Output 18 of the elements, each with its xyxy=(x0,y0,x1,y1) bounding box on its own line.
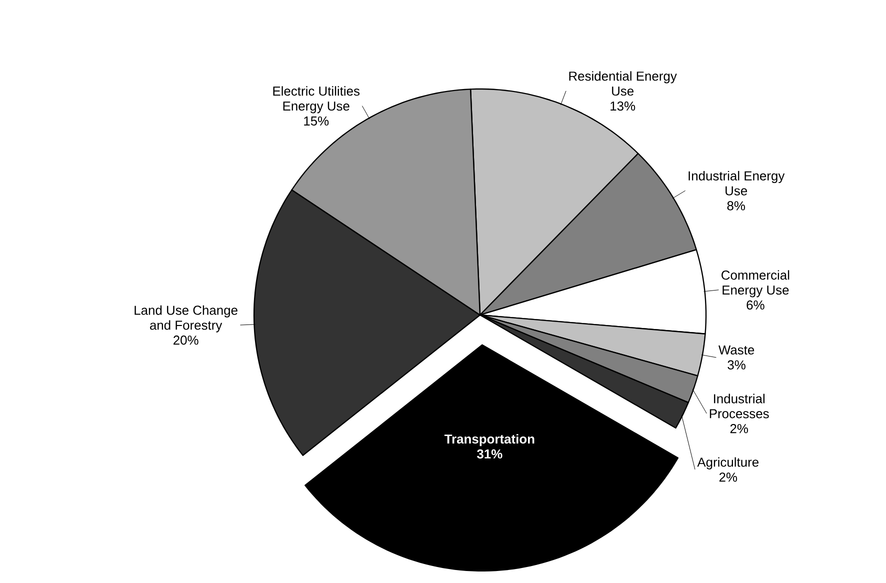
slice-label: Transportation xyxy=(444,434,534,446)
slice-label: Industrial Processes xyxy=(710,394,769,418)
slice-label: Industrial Energy Use xyxy=(688,170,785,196)
data-label: 13% xyxy=(610,101,636,111)
data-label: 8% xyxy=(727,201,745,210)
slice-label: Land Use Change and Forestry xyxy=(134,305,238,332)
data-label: 6% xyxy=(746,300,764,310)
slice-label: Commercial Energy Use xyxy=(722,270,790,298)
data-label: 2% xyxy=(730,424,748,434)
slice-label: Residential Energy Use xyxy=(569,71,677,96)
data-label: 31% xyxy=(477,449,502,459)
data-label: 3% xyxy=(728,360,746,370)
data-label: 20% xyxy=(174,336,198,345)
slice-label: Electric Utilities Energy Use xyxy=(273,86,360,114)
slice-label: Agriculture xyxy=(697,457,758,470)
data-label: 2% xyxy=(719,472,738,482)
slice-label: Waste xyxy=(718,345,754,355)
data-label: 15% xyxy=(304,116,329,126)
